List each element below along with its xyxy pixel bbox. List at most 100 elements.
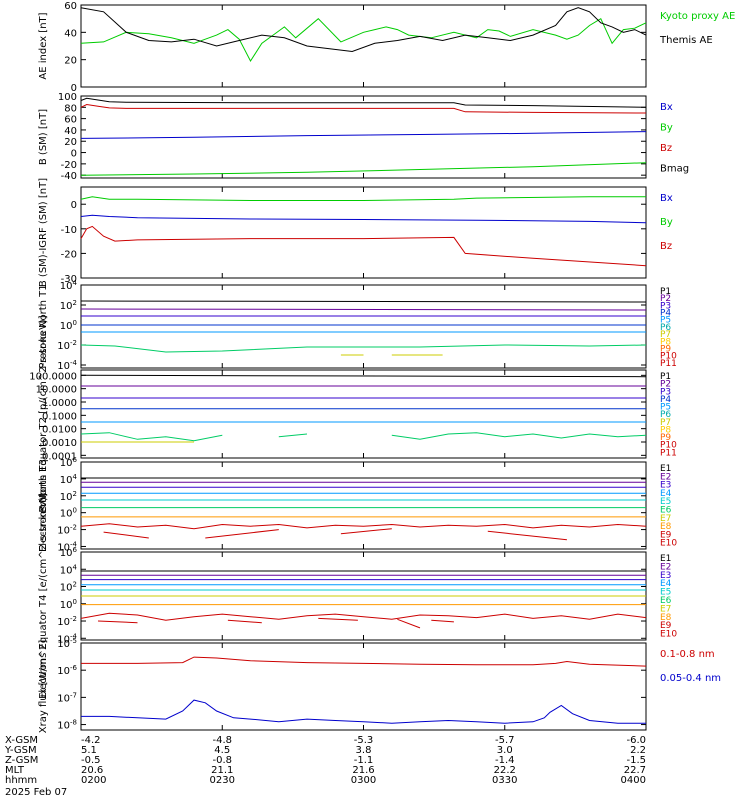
series-line-0-1-0-8-nm bbox=[81, 656, 647, 667]
series-line-by bbox=[80, 162, 647, 176]
y-axis-label: B (SM) [nT] bbox=[38, 109, 49, 165]
y-axis-label: Protons North T1 bbox=[38, 284, 49, 368]
ephemeris-value: 0400 bbox=[621, 775, 646, 786]
series-line-0-05-0-4-nm bbox=[81, 699, 646, 724]
legend-label: E8 bbox=[660, 613, 672, 623]
ephemeris-value: -6.0 bbox=[626, 735, 646, 746]
series-line-bx bbox=[80, 214, 647, 224]
y-tick-label: 10-2 bbox=[57, 615, 77, 628]
y-tick-label: 102 bbox=[60, 581, 77, 594]
legend-label: E1 bbox=[660, 464, 671, 474]
legend-label: E9 bbox=[660, 621, 672, 631]
series-line-p1 bbox=[80, 300, 647, 303]
y-tick-label: 0.0010 bbox=[42, 438, 77, 449]
y-tick-label: 10-4 bbox=[57, 540, 77, 553]
series-line-e9 bbox=[103, 531, 149, 539]
legend-label: P2 bbox=[660, 380, 671, 390]
ephemeris-value: 3.0 bbox=[497, 745, 513, 756]
y-tick-label: 20 bbox=[64, 56, 77, 67]
ephemeris-value: -1.4 bbox=[495, 755, 515, 766]
y-axis-label: AE index [nT] bbox=[38, 12, 49, 79]
legend-label: E2 bbox=[660, 562, 671, 572]
y-tick-label: -30 bbox=[61, 274, 77, 285]
y-axis-label: B (SM)-IGRF (SM) [nT] bbox=[38, 178, 49, 287]
y-axis-label: Protons Equator T2 [p/(cm^2-s-sr-keV)] bbox=[38, 315, 49, 512]
ephemeris-value: -1.5 bbox=[626, 755, 646, 766]
series-line-p1 bbox=[80, 374, 647, 378]
legend-label: P1 bbox=[660, 372, 671, 382]
y-tick-label: 40 bbox=[64, 28, 77, 39]
legend-label: P1 bbox=[660, 287, 671, 297]
panel-1: 0 20 40 60 AE index [nT] Kyoto proxy AE Themis… bbox=[38, 1, 735, 94]
ephemeris-row-label: hhmm bbox=[5, 775, 37, 786]
y-tick-label: 20 bbox=[64, 137, 77, 148]
ephemeris-value: -5.3 bbox=[354, 735, 374, 746]
legend-label: P9 bbox=[660, 344, 671, 354]
series-line-kyoto-proxy-ae bbox=[80, 17, 647, 62]
ephemeris-value: -1.1 bbox=[354, 755, 374, 766]
ephemeris-value: 22.7 bbox=[624, 765, 646, 776]
legend-label: Bx bbox=[660, 102, 673, 113]
y-tick-label: 10-2 bbox=[57, 339, 77, 352]
legend-label: Bz bbox=[660, 143, 672, 154]
y-tick-label: 40 bbox=[64, 126, 77, 137]
y-tick-label: 10-7 bbox=[57, 691, 77, 704]
legend-label: P7 bbox=[660, 330, 671, 340]
y-tick-label: 106 bbox=[60, 546, 78, 559]
y-tick-label: 100 bbox=[60, 319, 77, 332]
legend-label: Themis AE bbox=[659, 35, 713, 46]
y-axis-label: Electrons Equator T4 [e/(cm^2-s-sr-keV)] bbox=[38, 493, 49, 699]
ephemeris-value: -0.8 bbox=[212, 755, 232, 766]
legend-label: P11 bbox=[660, 359, 677, 369]
ephemeris-value: -0.5 bbox=[81, 755, 101, 766]
series-line-p6 bbox=[80, 432, 223, 442]
y-tick-label: 60 bbox=[64, 1, 77, 12]
y-tick-label: 0 bbox=[71, 149, 77, 160]
y-tick-label: 80 bbox=[64, 103, 77, 114]
legend-label: By bbox=[660, 123, 673, 134]
y-tick-label: 102 bbox=[60, 490, 77, 503]
series-line-e8 bbox=[80, 523, 647, 530]
legend-label: Kyoto proxy AE bbox=[660, 11, 735, 22]
legend-label: P8 bbox=[660, 425, 671, 435]
legend-label: 0.1-0.8 nm bbox=[660, 649, 715, 660]
y-tick-label: 10-2 bbox=[57, 524, 77, 537]
series-line-bx bbox=[80, 131, 647, 139]
ephemeris-value: 3.8 bbox=[356, 745, 372, 756]
y-tick-label: -20 bbox=[61, 160, 77, 171]
y-tick-label: 10-6 bbox=[57, 664, 77, 677]
ephemeris-value: 0230 bbox=[210, 775, 235, 786]
ephemeris-value: -4.2 bbox=[81, 735, 101, 746]
legend-label: Bx bbox=[660, 193, 673, 204]
series-line-e9d bbox=[487, 530, 567, 541]
series-line-e9e bbox=[431, 619, 454, 623]
legend-label: Bmag bbox=[660, 164, 689, 175]
series-line-e9b bbox=[227, 619, 262, 624]
ephemeris-row-label: MLT bbox=[5, 765, 25, 776]
legend-label: P2 bbox=[660, 294, 671, 304]
legend-label: P6 bbox=[660, 410, 671, 420]
panel-frame bbox=[80, 642, 647, 731]
y-tick-label: -20 bbox=[61, 249, 77, 260]
y-tick-label: 100.0000 bbox=[29, 371, 77, 382]
legend-label: P10 bbox=[660, 352, 677, 362]
panel-6: 10-4 10-2 100 102 104 106 Electrons North T3 E1… bbox=[38, 456, 677, 553]
ephemeris-value: 0330 bbox=[492, 775, 517, 786]
ephemeris-value: 0300 bbox=[351, 775, 376, 786]
legend-label: E10 bbox=[660, 630, 677, 640]
ephemeris-value: 4.5 bbox=[214, 745, 230, 756]
series-line-p6 bbox=[80, 344, 647, 353]
legend-label: P8 bbox=[660, 337, 671, 347]
legend-label: E3 bbox=[660, 481, 671, 491]
legend-label: P11 bbox=[660, 448, 677, 458]
panel-3: -30 -20 -10 0 B (SM)-IGRF (SM) [nT] Bx By Bz bbox=[38, 178, 673, 287]
ephemeris-value: 20.6 bbox=[81, 765, 103, 776]
ephemeris-value: 0200 bbox=[81, 775, 106, 786]
legend-label: P7 bbox=[660, 418, 671, 428]
y-tick-label: 0.1000 bbox=[42, 411, 77, 422]
legend-label: P10 bbox=[660, 441, 677, 451]
legend-label: E7 bbox=[660, 604, 671, 614]
